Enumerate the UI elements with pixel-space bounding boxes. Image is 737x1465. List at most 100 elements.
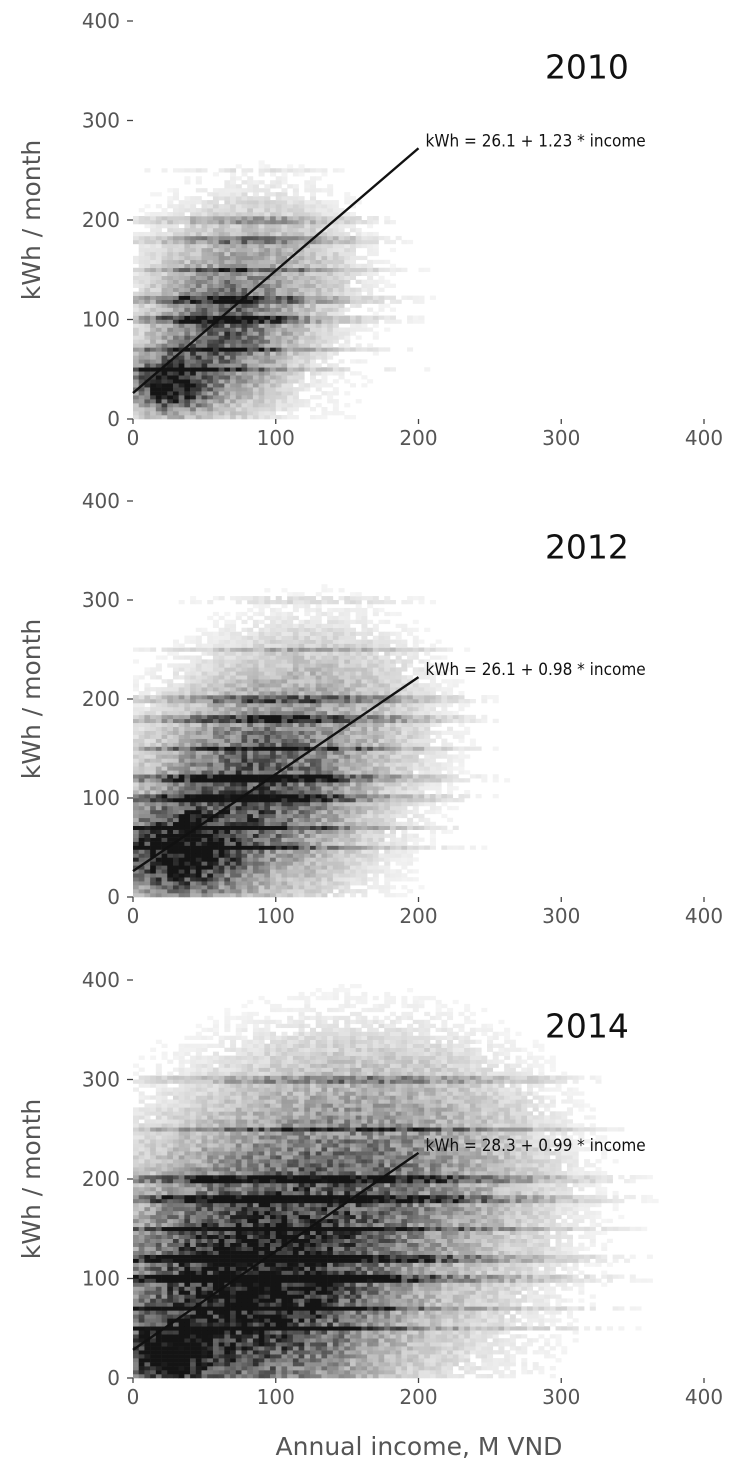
heatmap-cell <box>287 687 294 692</box>
heatmap-cell <box>247 212 254 217</box>
heatmap-cell <box>138 355 145 360</box>
heatmap-cell <box>332 295 339 300</box>
heatmap-cell <box>332 841 339 846</box>
heatmap-cell <box>247 387 254 392</box>
heatmap-cell <box>207 667 214 672</box>
heatmap-cell <box>212 687 219 692</box>
heatmap-cell <box>338 889 345 894</box>
heatmap-cell <box>207 235 214 241</box>
heatmap-cell <box>155 239 162 245</box>
heatmap-cell <box>144 889 151 894</box>
heatmap-cell <box>247 809 254 815</box>
heatmap-cell <box>321 168 328 173</box>
heatmap-cell <box>355 255 362 261</box>
heatmap-cell <box>304 881 311 886</box>
heatmap-cell <box>138 283 145 288</box>
heatmap-cell <box>144 375 151 380</box>
heatmap-cell <box>315 291 322 296</box>
heatmap-cell <box>287 627 294 632</box>
heatmap-cell <box>349 383 356 388</box>
heatmap-cell <box>367 283 374 288</box>
heatmap-cell <box>172 742 179 747</box>
heatmap-cell <box>304 687 311 692</box>
heatmap-cell <box>190 208 197 213</box>
heatmap-cell <box>172 865 179 870</box>
heatmap-cell <box>224 790 231 795</box>
heatmap-cell <box>270 730 277 735</box>
heatmap-cell <box>344 829 351 834</box>
heatmap-cell <box>161 327 168 332</box>
heatmap-cell <box>230 327 237 332</box>
heatmap-cell <box>161 750 168 755</box>
heatmap-cell <box>207 255 214 261</box>
heatmap-cell <box>184 770 191 775</box>
heatmap-cell <box>344 291 351 296</box>
heatmap-cell <box>332 651 339 656</box>
heatmap-cell <box>178 742 185 747</box>
heatmap-cell <box>144 223 151 229</box>
heatmap-cell <box>241 611 248 617</box>
heatmap-cell <box>235 869 242 874</box>
heatmap-cell <box>338 798 345 803</box>
heatmap-cell <box>304 271 311 277</box>
heatmap-cell <box>178 790 185 795</box>
heatmap-cell <box>138 271 145 277</box>
heatmap-cell <box>349 212 356 217</box>
heatmap-cell <box>184 255 191 261</box>
heatmap-cell <box>264 204 271 209</box>
heatmap-cell <box>172 395 179 400</box>
heatmap-cell <box>235 845 242 850</box>
heatmap-cell <box>252 315 259 320</box>
heatmap-cell <box>275 702 282 708</box>
heatmap-cell <box>252 391 259 396</box>
heatmap-cell <box>150 216 157 221</box>
heatmap-cell <box>298 651 305 656</box>
heatmap-cell <box>298 639 305 644</box>
heatmap-cell <box>310 774 317 779</box>
heatmap-cell <box>344 259 351 265</box>
heatmap-cell <box>161 679 168 684</box>
heatmap-cell <box>241 204 248 209</box>
heatmap-cell <box>292 710 299 716</box>
heatmap-cell <box>275 363 282 368</box>
heatmap-cell <box>184 208 191 213</box>
heatmap-cell <box>133 798 140 803</box>
heatmap-cell <box>167 770 174 775</box>
heatmap-cell <box>287 251 294 257</box>
heatmap-cell <box>252 415 259 420</box>
heatmap-cell <box>150 379 157 384</box>
heatmap-cell <box>190 307 197 312</box>
heatmap-cell <box>321 239 328 245</box>
heatmap-cell <box>281 687 288 692</box>
heatmap-cell <box>161 730 168 735</box>
heatmap-cell <box>287 790 294 795</box>
heatmap-cell <box>252 778 259 783</box>
heatmap-cell <box>212 738 219 743</box>
heatmap-cell <box>332 762 339 767</box>
heatmap-cell <box>207 877 214 882</box>
heatmap-cell <box>161 212 168 217</box>
heatmap-cell <box>184 371 191 376</box>
heatmap-cell <box>218 339 225 344</box>
heatmap-cell <box>212 809 219 815</box>
heatmap-cell <box>252 291 259 296</box>
heatmap-cell <box>275 291 282 296</box>
heatmap-cell <box>344 347 351 352</box>
heatmap-cell <box>258 750 265 755</box>
heatmap-cell <box>258 243 265 249</box>
heatmap-cell <box>292 319 299 324</box>
heatmap-cell <box>355 315 362 320</box>
heatmap-cell <box>304 267 311 273</box>
heatmap-cell <box>195 718 202 724</box>
heatmap-cell <box>138 647 145 652</box>
heatmap-cell <box>178 845 185 850</box>
heatmap-cell <box>201 411 208 416</box>
heatmap-cell <box>138 893 145 898</box>
heatmap-cell <box>230 770 237 775</box>
heatmap-cell <box>161 279 168 284</box>
heatmap-cell <box>281 176 288 181</box>
heatmap-cell <box>287 411 294 416</box>
heatmap-cell <box>327 758 334 763</box>
heatmap-cell <box>252 319 259 324</box>
heatmap-cell <box>252 734 259 739</box>
